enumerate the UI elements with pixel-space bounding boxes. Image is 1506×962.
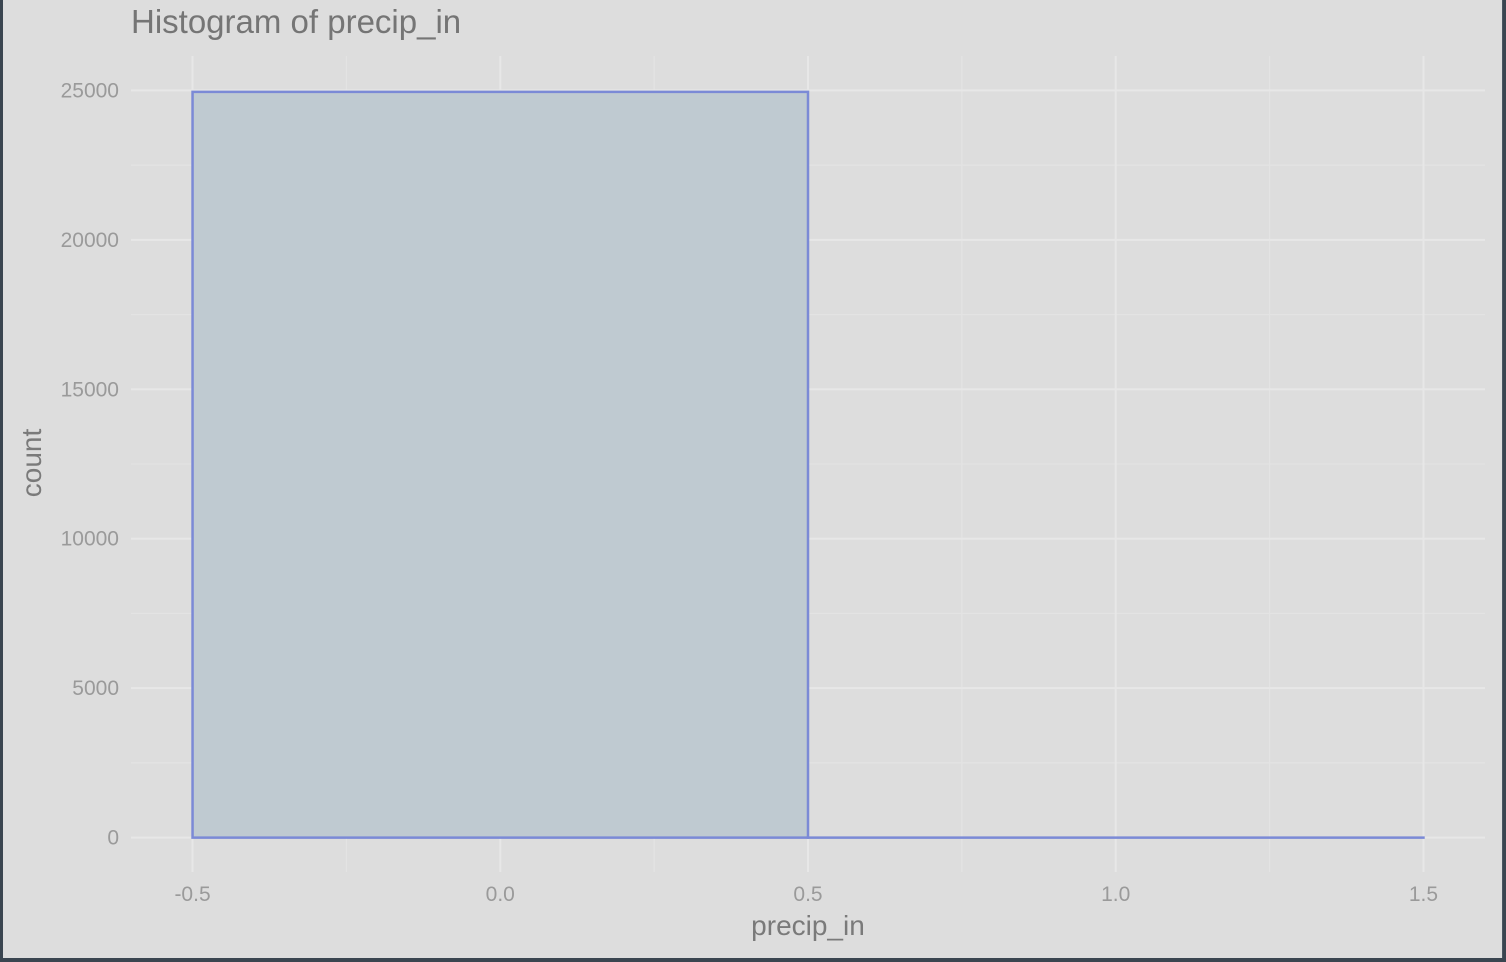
x-tick-label: 1.0 — [1101, 883, 1130, 906]
histogram-bar — [191, 90, 810, 839]
chart-panel: Histogram of precip_in -0.5 0.0 0.5 1.0 1.5 0… — [3, 0, 1503, 958]
x-tick-label: -0.5 — [174, 883, 210, 906]
histogram-chart: Histogram of precip_in -0.5 0.0 0.5 1.0 1.5 0… — [16, 3, 1485, 941]
y-axis-title: count — [16, 429, 47, 498]
x-tick-label: 0.5 — [793, 883, 822, 906]
y-tick-label: 25000 — [61, 79, 119, 102]
tick-label-layer: -0.5 0.0 0.5 1.0 1.5 0 5000 10000 15000 20000 2500… — [61, 79, 1438, 906]
chart-title: Histogram of precip_in — [131, 3, 461, 40]
x-tick-label: 0.0 — [486, 883, 515, 906]
y-tick-label: 20000 — [61, 229, 119, 252]
x-axis-title: precip_in — [751, 910, 865, 941]
bar-layer — [191, 90, 1425, 839]
y-tick-label: 15000 — [61, 378, 119, 401]
x-tick-label: 1.5 — [1409, 883, 1438, 906]
y-tick-label: 10000 — [61, 528, 119, 551]
y-tick-label: 5000 — [72, 677, 119, 700]
y-tick-label: 0 — [107, 827, 119, 850]
